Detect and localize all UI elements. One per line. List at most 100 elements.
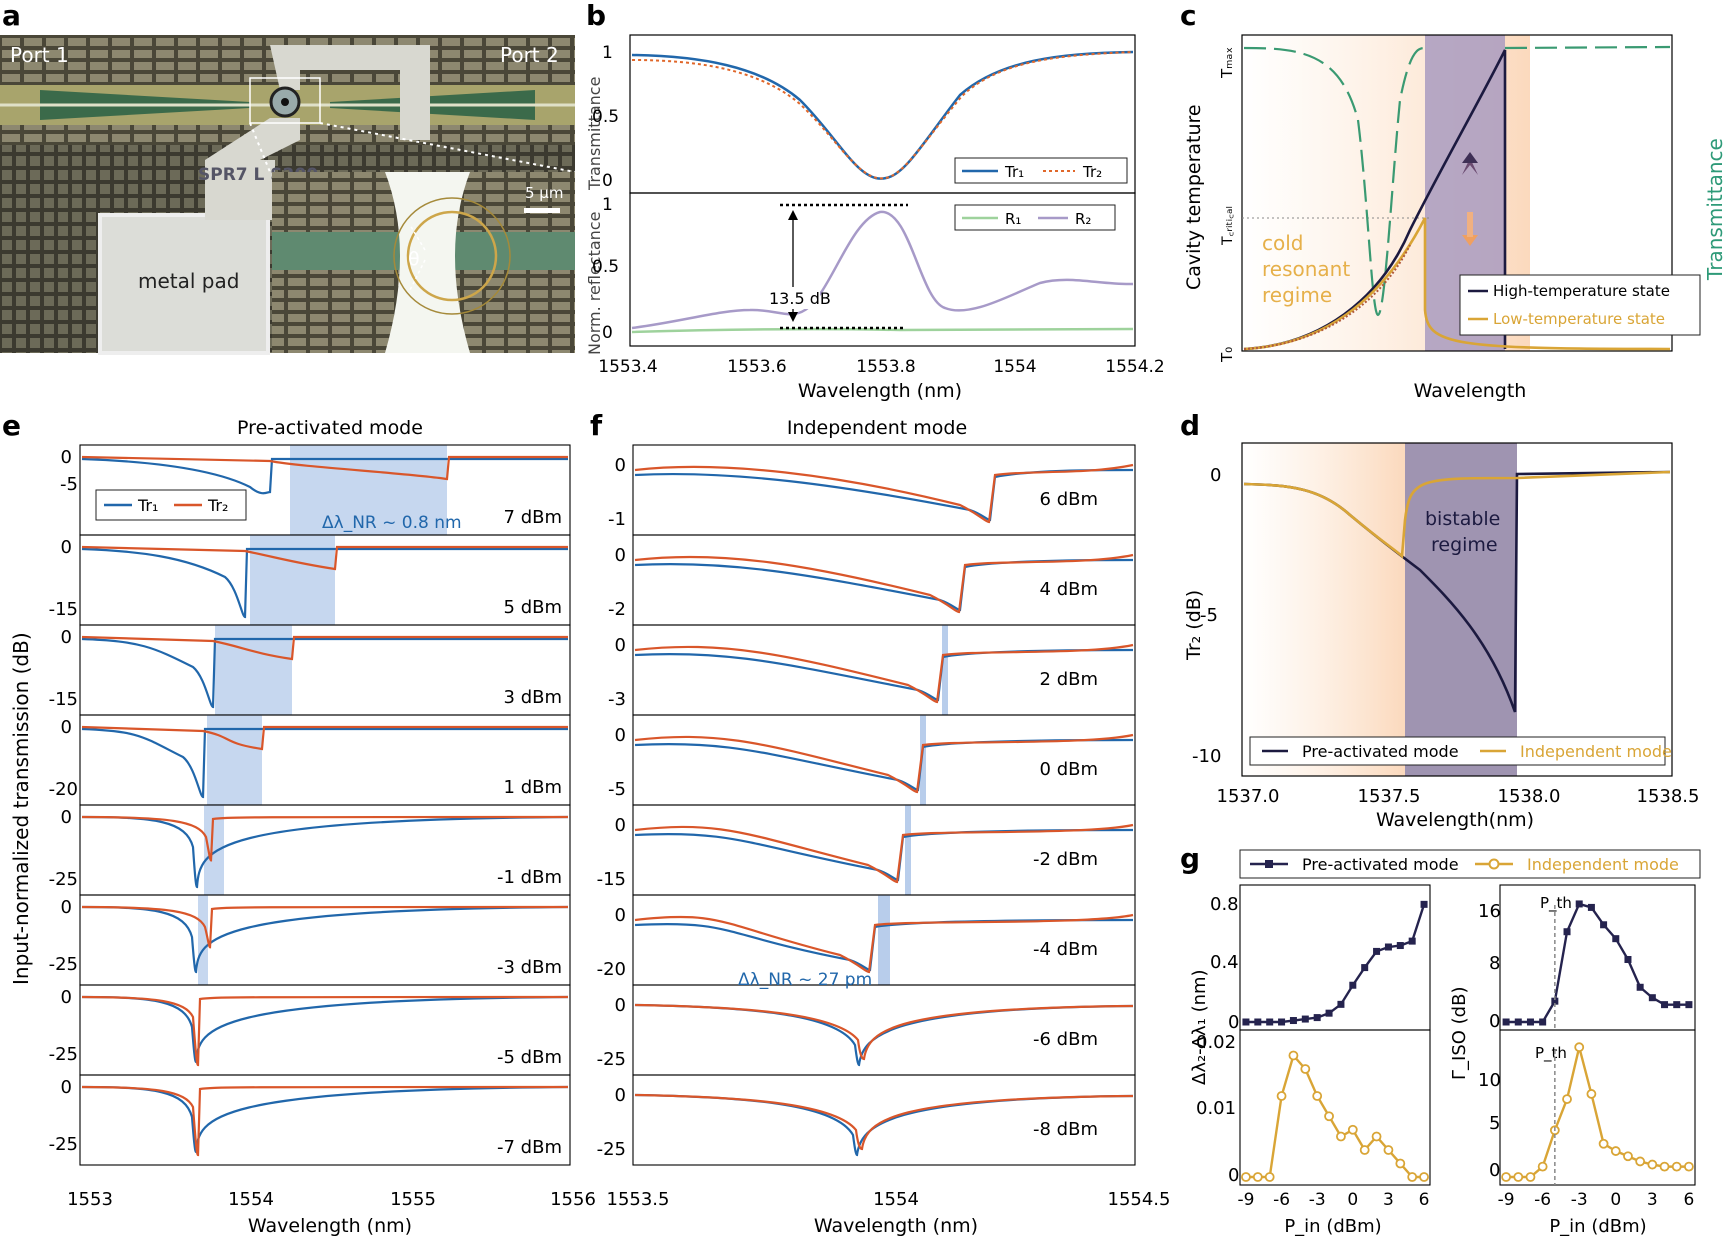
g-xtick: -3 bbox=[1571, 1190, 1588, 1210]
g-rt-ytick-3: 0 bbox=[1489, 1011, 1500, 1032]
g-left-bottom-point bbox=[1312, 1091, 1323, 1101]
e-ytick: -25 bbox=[49, 869, 78, 890]
f-ytick: -5 bbox=[608, 779, 626, 800]
f-ytick: -15 bbox=[597, 869, 626, 890]
g-right-bottom-point bbox=[1684, 1161, 1694, 1172]
d-xtick-2: 1537.5 bbox=[1358, 786, 1421, 807]
f-tr2-curve bbox=[634, 823, 1134, 884]
e-tr1-curve bbox=[81, 1085, 569, 1154]
f-ytick: 0 bbox=[615, 725, 626, 746]
g-left-bottom-point bbox=[1276, 1091, 1287, 1101]
f-ytick: 0 bbox=[615, 455, 626, 476]
g-xtick: -6 bbox=[1273, 1190, 1290, 1210]
e-tr1-curve bbox=[81, 905, 569, 974]
f-xlabel: Wavelength (nm) bbox=[814, 1215, 978, 1237]
g-left-bottom-line bbox=[1245, 1053, 1425, 1179]
e-ytick: 0 bbox=[61, 537, 72, 558]
e-power-label: 7 dBm bbox=[504, 507, 562, 528]
g-left-bottom-frame bbox=[1239, 1029, 1431, 1186]
g-xtick: 3 bbox=[1647, 1190, 1658, 1210]
d-legend-ind: Independent mode bbox=[1520, 742, 1672, 761]
theta-label: θ bbox=[408, 248, 420, 270]
b-legend-tr1: Tr₁ bbox=[1004, 163, 1024, 181]
g-right-top-point bbox=[1563, 928, 1571, 936]
g-xtick: 0 bbox=[1347, 1190, 1358, 1210]
g-xtick: 3 bbox=[1383, 1190, 1394, 1210]
d-ytick-0: 0 bbox=[1210, 465, 1221, 486]
g-right-bottom-point bbox=[1623, 1151, 1633, 1162]
e-tr1-curve bbox=[81, 547, 568, 619]
g-right-top-point bbox=[1587, 903, 1595, 911]
g-lb-ytick-3: 0 bbox=[1228, 1165, 1239, 1186]
d-ytick-10: -10 bbox=[1192, 746, 1221, 767]
e-ytick: 0 bbox=[61, 447, 72, 468]
e-tr2-curve bbox=[81, 545, 568, 571]
g-left-top-line bbox=[1245, 903, 1426, 1024]
b-ytick-bot-1: 1 bbox=[602, 195, 613, 215]
c-ytick-tmax: Tₘₐₓ bbox=[1218, 47, 1236, 79]
g-right-bottom-frame bbox=[1499, 1029, 1696, 1186]
f-xtick-2: 1554 bbox=[873, 1189, 919, 1210]
panel-d: bistable regime Tr₂ (dB) 0 -5 -10 1537.0… bbox=[1183, 442, 1699, 831]
e-tr1-curve bbox=[81, 815, 569, 889]
b-ytick-bot-05: 0.5 bbox=[592, 257, 619, 277]
g-right-top-point bbox=[1673, 1001, 1681, 1009]
g-left-bottom-point bbox=[1395, 1158, 1406, 1169]
d-independent-curve bbox=[1243, 470, 1671, 559]
g-left-bottom-point bbox=[1300, 1064, 1311, 1074]
g-left-top-point bbox=[1420, 900, 1428, 908]
g-ylabel-right: Γ_ISO (dB) bbox=[1449, 987, 1470, 1080]
g-left-top-point bbox=[1361, 964, 1369, 972]
scale-bar bbox=[524, 208, 560, 213]
g-left-bottom-point bbox=[1264, 1172, 1275, 1182]
f-power-label: 0 dBm bbox=[1040, 759, 1098, 780]
e-ytick: 0 bbox=[61, 987, 72, 1008]
g-right-bottom-point bbox=[1635, 1156, 1646, 1167]
f-ytick: 0 bbox=[615, 1085, 626, 1106]
e-power-label: -7 dBm bbox=[497, 1137, 562, 1158]
panel-label-e: e bbox=[2, 409, 21, 442]
c-legend-high: High-temperature state bbox=[1493, 282, 1670, 300]
g-right-top-point bbox=[1600, 921, 1608, 929]
f-ytick: -2 bbox=[608, 599, 626, 620]
f-power-label: -2 dBm bbox=[1033, 849, 1098, 870]
e-tr2-curve bbox=[81, 635, 568, 661]
c-ylabel-right: Transmittance bbox=[1703, 138, 1727, 281]
e-ytick: -15 bbox=[49, 689, 78, 710]
g-xtick: 0 bbox=[1610, 1190, 1621, 1210]
g-xtick: -6 bbox=[1534, 1190, 1551, 1210]
g-lt-ytick-3: 0 bbox=[1228, 1012, 1239, 1033]
g-rb-ytick-2: 5 bbox=[1489, 1113, 1500, 1134]
e-tr1-curve bbox=[81, 727, 568, 799]
c-ytick-tcrit: T꜀ᵣᵢₜᵢ꜀ₐₗ bbox=[1220, 206, 1236, 246]
g-legend-ind: Independent mode bbox=[1527, 855, 1679, 874]
g-pth-bottom: P_th bbox=[1535, 1044, 1567, 1063]
g-right-bottom-point bbox=[1659, 1161, 1670, 1172]
panel-b: Transmittance Norm. reflectance 1 0.5 0 … bbox=[585, 34, 1165, 402]
g-left-bottom-point bbox=[1288, 1050, 1299, 1061]
g-lt-ytick-1: 0.8 bbox=[1210, 894, 1239, 915]
c-legend-low: Low-temperature state bbox=[1493, 310, 1665, 328]
e-legend-tr1: Tr₁ bbox=[137, 496, 158, 515]
g-left-top-point bbox=[1396, 942, 1404, 950]
f-power-label: -4 dBm bbox=[1033, 939, 1098, 960]
e-xtick-1: 1553 bbox=[67, 1189, 113, 1210]
g-lb-ytick-2: 0.01 bbox=[1196, 1098, 1236, 1119]
e-shade-region bbox=[198, 895, 208, 985]
g-right-bottom-point bbox=[1574, 1042, 1585, 1053]
b-ytick-top-1: 1 bbox=[602, 43, 613, 63]
b-legend-r1: R₁ bbox=[1005, 210, 1021, 228]
g-right-bottom-point bbox=[1537, 1161, 1548, 1172]
b-r1-curve bbox=[631, 327, 1134, 334]
g-xtick: -3 bbox=[1309, 1190, 1326, 1210]
g-ylabel-left: Δλ₂-Δλ₁ (nm) bbox=[1189, 969, 1210, 1085]
scale-bar-label: 5 µm bbox=[525, 184, 563, 202]
panel-label-d: d bbox=[1180, 409, 1200, 442]
c-legend bbox=[1459, 274, 1701, 336]
g-right-bottom-point bbox=[1671, 1161, 1682, 1172]
e-ytick: -25 bbox=[49, 954, 78, 975]
f-power-label: 2 dBm bbox=[1040, 669, 1098, 690]
c-ytick-t0: T₀ bbox=[1218, 347, 1236, 363]
g-left-bottom-point bbox=[1347, 1124, 1358, 1135]
e-xlabel: Wavelength (nm) bbox=[248, 1215, 412, 1237]
